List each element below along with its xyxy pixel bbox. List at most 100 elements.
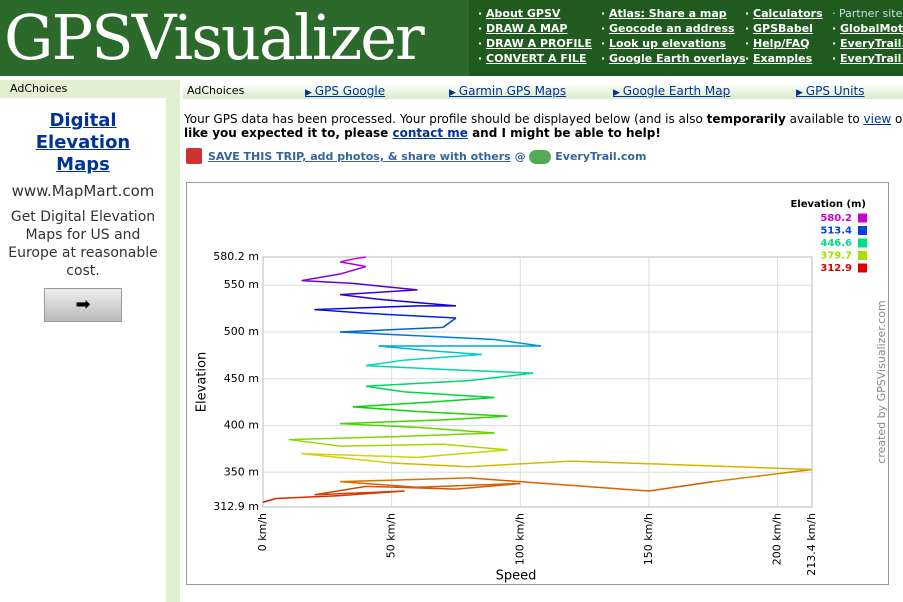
nav-column: Atlas: Share a map Geocode an address Look… <box>601 6 746 66</box>
chart: Speed Elevation created by GPSVisualizer… <box>186 182 889 585</box>
ad-link[interactable]: Google Earth Map <box>613 84 730 98</box>
trace-segment <box>301 452 392 464</box>
trace-segment <box>442 317 457 328</box>
y-tick-label: 450 m <box>224 372 259 385</box>
trace-segment <box>417 482 521 489</box>
save-trip[interactable]: SAVE THIS TRIP, add photos, & share with… <box>186 148 647 164</box>
message: Your GPS data has been processed. Your p… <box>184 112 903 140</box>
trace-segment <box>275 494 341 500</box>
save-link[interactable]: SAVE THIS TRIP, add photos, & share with… <box>208 150 511 163</box>
trace-segment <box>340 331 418 337</box>
trace-segment <box>365 312 456 319</box>
at: @ <box>514 150 526 163</box>
trace-segment <box>340 419 444 425</box>
trace-segment <box>713 468 813 483</box>
legend-swatch <box>858 263 867 273</box>
logo[interactable]: GPSVisualizer <box>0 0 469 76</box>
trace-segment <box>352 282 418 291</box>
nav-link[interactable]: Help/FAQ <box>753 37 810 50</box>
trace-segment <box>365 485 456 490</box>
trace-segment <box>314 485 367 496</box>
link[interactable]: contact me <box>392 126 468 140</box>
ad-link[interactable]: Garmin GPS Maps <box>449 84 566 98</box>
x-axis-label: Speed <box>496 569 537 584</box>
trace-segment <box>352 256 367 260</box>
everytrail-icon <box>529 150 552 164</box>
trace-segment <box>340 261 367 268</box>
nav-link[interactable]: DRAW A PROFILE <box>486 37 592 50</box>
x-tick-label: 200 km/h <box>771 513 784 565</box>
trace-segment <box>314 308 366 315</box>
legend-label: 513.4 <box>820 226 852 237</box>
adchoices[interactable]: AdChoices <box>0 80 166 98</box>
trace-segment <box>339 265 367 275</box>
trace-segment <box>404 353 482 361</box>
ad-bar: AdChoices GPS Google Garmin GPS Maps Goo… <box>183 83 903 99</box>
nav-link[interactable]: Look up elevations <box>609 37 727 50</box>
y-tick-label: 312.9 m <box>213 500 259 513</box>
trace-segment <box>417 410 508 417</box>
partner-link[interactable]: EveryTrail.c <box>840 37 903 50</box>
x-tick-label: 213.4 km/h <box>805 513 818 576</box>
trace-segment <box>417 426 495 434</box>
plot-frame <box>262 256 813 508</box>
chart-frame <box>186 182 889 585</box>
ad-button[interactable]: ➡ <box>44 288 122 322</box>
legend-title: Elevation (m) <box>790 199 866 210</box>
ad-link[interactable]: GPS Google <box>305 84 385 98</box>
text: and I might be able to help! <box>467 126 661 140</box>
header: GPSVisualizer About GPSV DRAW A MAP DRAW A… <box>0 0 903 76</box>
brand[interactable]: EveryTrail.com <box>555 150 647 163</box>
trace-segment <box>301 273 341 282</box>
nav-link[interactable]: Examples <box>753 52 813 65</box>
sidebar-ad: AdChoices Digital Elevation Maps www.Map… <box>0 80 180 602</box>
nav-link[interactable]: Google Earth overlays <box>609 52 746 65</box>
trace-segment <box>262 497 277 503</box>
trace-segment <box>340 289 418 296</box>
x-tick-label: 150 km/h <box>642 513 655 565</box>
legend-swatch <box>858 213 867 223</box>
nav-column: Calculators GPSBabel Help/FAQ Examples <box>745 6 823 66</box>
trace-segment <box>314 490 405 496</box>
partner-column: Partner sites GlobalMotion EveryTrail.c Ev… <box>832 6 903 66</box>
ad-text: Get Digital Elevation Maps for US and Eu… <box>8 209 158 279</box>
nav-link[interactable]: Atlas: Share a map <box>609 7 727 20</box>
partner-link[interactable]: GlobalMotion <box>840 22 903 35</box>
link[interactable]: view <box>863 112 892 126</box>
trace-segment <box>468 460 572 468</box>
trace-segment <box>494 338 541 347</box>
trace-segment <box>378 298 457 307</box>
ad-url: www.MapMart.com <box>11 182 155 200</box>
text: temporarily <box>706 112 786 126</box>
trace-segment <box>417 449 508 459</box>
ad-link[interactable]: GPS Units <box>796 84 865 98</box>
nav-link[interactable]: CONVERT A FILE <box>486 52 587 65</box>
trace-segment <box>340 293 379 301</box>
trace-segment <box>417 335 495 341</box>
nav-link[interactable]: Calculators <box>753 7 823 20</box>
nav-link[interactable]: Geocode an address <box>609 22 735 35</box>
trace-segment <box>314 305 418 311</box>
text: available to <box>785 112 864 126</box>
y-tick-label: 400 m <box>224 419 259 432</box>
trace-segment <box>391 462 469 468</box>
nav-link[interactable]: GPSBabel <box>753 22 813 35</box>
trace-segment <box>443 415 508 421</box>
ad-title[interactable]: Digital Elevation Maps <box>35 110 131 175</box>
x-tick-label: 50 km/h <box>385 513 398 558</box>
nav-link[interactable]: About GPSV <box>486 7 561 20</box>
nav-column: About GPSV DRAW A MAP DRAW A PROFILE CONVER… <box>478 6 592 66</box>
trace-segment <box>365 379 469 388</box>
nav-link[interactable]: DRAW A MAP <box>486 22 568 35</box>
legend-swatch <box>858 251 867 260</box>
trace-segment <box>468 372 534 382</box>
trace-segment <box>288 438 341 447</box>
y-axis-label: Elevation <box>195 352 210 412</box>
partner-link[interactable]: EveryTrail G <box>840 52 903 65</box>
trace-segment <box>340 480 418 489</box>
trace-segment <box>365 364 444 371</box>
trace-segment <box>340 477 469 483</box>
adchoices[interactable]: AdChoices <box>187 84 245 97</box>
trace-segment <box>430 396 495 403</box>
